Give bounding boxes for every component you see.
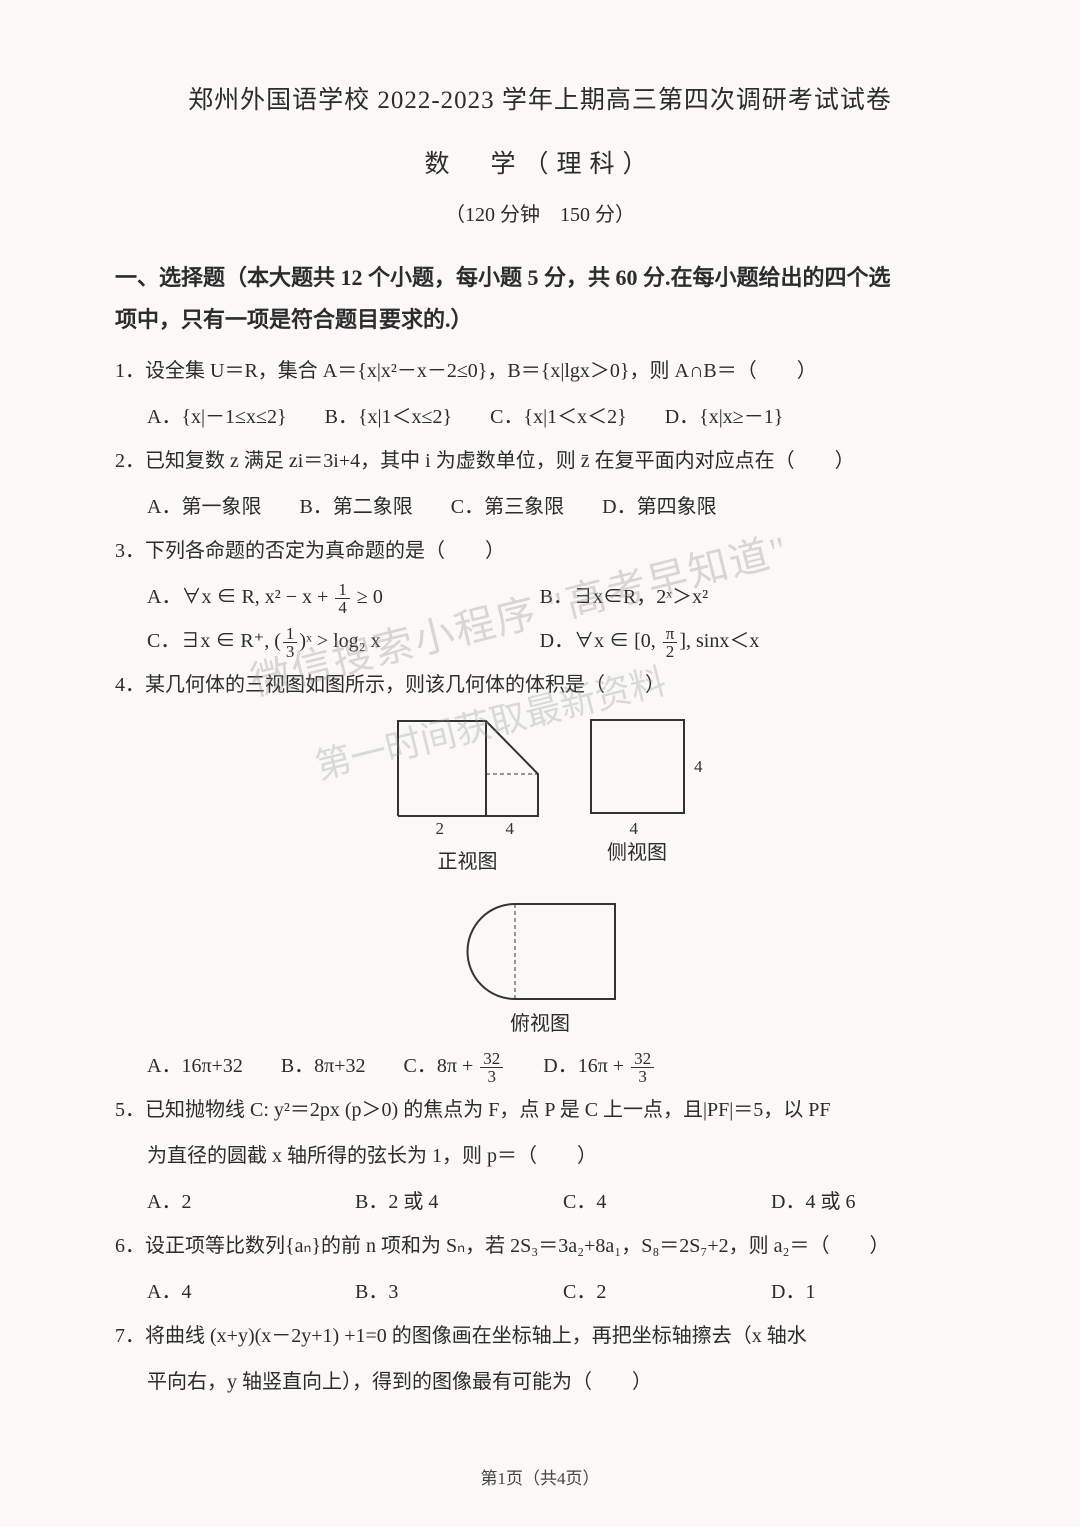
q2-opt-d: D．第四象限	[602, 487, 716, 527]
top-view-label: 俯视图	[510, 1007, 570, 1036]
q4d-n: 32	[631, 1050, 654, 1068]
side-view-label: 侧视图	[607, 836, 667, 865]
page-footer: 第1页（共4页）	[0, 1464, 1080, 1489]
q2-opt-b: B．第二象限	[299, 487, 412, 527]
q3-c-frac-d: 3	[283, 643, 298, 660]
q6-opt-b: B．3	[355, 1272, 525, 1312]
q3-opt-d-post: ], sinx＜x	[679, 630, 759, 652]
exam-title: 郑州外国语学校 2022-2023 学年上期高三第四次调研考试试卷	[115, 80, 965, 116]
q1-opt-c: C．{x|1＜x＜2}	[490, 397, 627, 437]
exam-meta: （120 分钟 150 分）	[115, 198, 965, 227]
q2-options: A．第一象限 B．第二象限 C．第三象限 D．第四象限	[147, 487, 965, 527]
q3-d-frac-n: π	[663, 625, 678, 643]
q6-opt-d: D．1	[771, 1272, 815, 1312]
q4-opt-d-pre: D．16π +	[543, 1055, 629, 1077]
q1-options: A．{x|－1≤x≤2} B．{x|1＜x≤2} C．{x|1＜x＜2} D．{…	[147, 397, 965, 437]
front-dim-2: 2	[436, 819, 445, 839]
q1-opt-d: D．{x|x≥－1}	[665, 397, 784, 437]
q3-options-row1: A．∀x ∈ R, x² − x + 14 ≥ 0 B．∃x∈R，2ˣ＞x²	[147, 577, 965, 617]
front-view-label: 正视图	[438, 845, 498, 874]
front-view-svg	[396, 719, 540, 818]
q3-opt-a: A．∀x ∈ R, x² − x + 14 ≥ 0	[147, 577, 540, 617]
q1-opt-b: B．{x|1＜x≤2}	[325, 397, 453, 437]
q5-opt-b: B．2 或 4	[355, 1182, 525, 1222]
q4-opt-a: A．16π+32	[147, 1046, 243, 1086]
q4-opt-c: C．8π + 323	[404, 1046, 506, 1086]
q3-opt-a-post: ≥ 0	[352, 586, 383, 608]
top-view-svg	[460, 902, 620, 1001]
q5-opt-c: C．4	[563, 1182, 733, 1222]
q3-opt-c-pre: C．∃x ∈ R⁺, (	[147, 630, 281, 652]
side-view-box	[590, 719, 685, 814]
q1-stem: 1．设全集 U＝R，集合 A＝{x|x²－x－2≤0}，B＝{x|lgx＞0}，…	[115, 351, 965, 391]
q3-opt-b: B．∃x∈R，2ˣ＞x²	[540, 577, 933, 617]
q7-stem-l2: 平向右，y 轴竖直向上），得到的图像最有可能为（ ）	[147, 1362, 965, 1402]
q4-opt-b: B．8π+32	[281, 1046, 366, 1086]
q6-opt-c: C．2	[563, 1272, 733, 1312]
q6-stem: 6．设正项等比数列{aₙ}的前 n 项和为 Sₙ，若 2S₃＝3a₂+8a₁，S…	[115, 1226, 965, 1266]
front-dim-4: 4	[506, 819, 515, 839]
section-1-heading-line1: 一、选择题（本大题共 12 个小题，每小题 5 分，共 60 分.在每小题给出的…	[115, 265, 891, 290]
exam-subject: 数 学（理科）	[115, 144, 965, 180]
q1-opt-a: A．{x|－1≤x≤2}	[147, 397, 287, 437]
q3-opt-d-pre: D．∀x ∈ [0,	[540, 630, 661, 652]
q5-opt-d: D．4 或 6	[771, 1182, 855, 1222]
q2-stem: 2．已知复数 z 满足 zi＝3i+4，其中 i 为虚数单位，则 z̄ 在复平面…	[115, 441, 965, 481]
q5-opt-a: A．2	[147, 1182, 317, 1222]
q4c-n: 32	[480, 1050, 503, 1068]
q6-options: A．4 B．3 C．2 D．1	[147, 1272, 965, 1312]
q4-opt-c-pre: C．8π +	[404, 1055, 479, 1077]
q3-c-frac-n: 1	[283, 625, 298, 643]
q3-stem: 3．下列各命题的否定为真命题的是（ ）	[115, 531, 965, 571]
q3-a-frac-d: 4	[335, 599, 350, 616]
exam-page: 郑州外国语学校 2022-2023 学年上期高三第四次调研考试试卷 数 学（理科…	[0, 0, 1080, 1527]
q3-d-frac-d: 2	[663, 643, 678, 660]
q3-opt-c: C．∃x ∈ R⁺, (13)ˣ > log₂ x	[147, 621, 540, 661]
side-dim-b: 4	[630, 819, 639, 839]
q3-opt-d: D．∀x ∈ [0, π2], sinx＜x	[540, 621, 933, 661]
q3-opt-c-mid: )ˣ > log₂ x	[299, 630, 380, 652]
q4-opt-d: D．16π + 323	[543, 1046, 656, 1086]
section-1-heading: 一、选择题（本大题共 12 个小题，每小题 5 分，共 60 分.在每小题给出的…	[115, 257, 965, 341]
q4-options: A．16π+32 B．8π+32 C．8π + 323 D．16π + 323	[147, 1046, 965, 1086]
q6-opt-a: A．4	[147, 1272, 317, 1312]
side-view-item: 4 4 侧视图	[590, 719, 685, 874]
q5-stem-l1: 5．已知抛物线 C: y²＝2px (p＞0) 的焦点为 F，点 P 是 C 上…	[115, 1090, 965, 1130]
top-view-item: 俯视图	[460, 902, 620, 1036]
q3-options-row2: C．∃x ∈ R⁺, (13)ˣ > log₂ x D．∀x ∈ [0, π2]…	[147, 621, 965, 661]
q7-stem-l1: 7．将曲线 (x+y)(x－2y+1) +1=0 的图像画在坐标轴上，再把坐标轴…	[115, 1316, 965, 1356]
q4d-d: 3	[631, 1068, 654, 1085]
q4c-d: 3	[480, 1068, 503, 1085]
side-dim-r: 4	[694, 757, 703, 777]
q2-opt-c: C．第三象限	[451, 487, 564, 527]
front-view-item: 2 4 正视图	[396, 719, 540, 874]
section-1-heading-line2: 项中，只有一项是符合题目要求的.）	[115, 307, 473, 332]
q3-opt-a-pre: A．∀x ∈ R, x² − x +	[147, 586, 333, 608]
q2-opt-a: A．第一象限	[147, 487, 261, 527]
q5-stem-l2: 为直径的圆截 x 轴所得的弦长为 1，则 p＝（ ）	[147, 1136, 965, 1176]
q5-options: A．2 B．2 或 4 C．4 D．4 或 6	[147, 1182, 965, 1222]
q4-figure: 2 4 正视图 4 4 侧视图 俯视	[115, 719, 965, 1036]
q3-a-frac-n: 1	[335, 581, 350, 599]
q4-stem: 4．某几何体的三视图如图所示，则该几何体的体积是（ ）	[115, 665, 965, 705]
